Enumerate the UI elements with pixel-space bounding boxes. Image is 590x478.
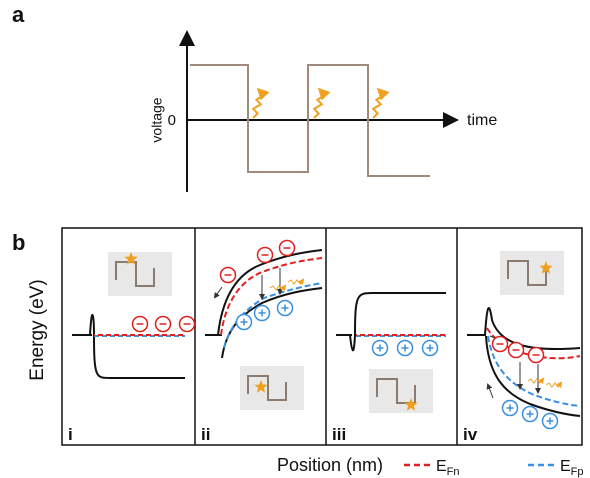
band-curve xyxy=(349,292,446,352)
band-curve xyxy=(485,335,581,417)
panel-label: b xyxy=(12,230,25,255)
inset xyxy=(369,369,433,413)
legend-sub: Fn xyxy=(447,466,460,478)
origin-label: 0 xyxy=(168,112,176,129)
fermi-level xyxy=(220,257,323,336)
legend-main: E xyxy=(560,458,571,475)
legend-label: EFn xyxy=(436,458,460,478)
star xyxy=(124,252,138,265)
photon xyxy=(287,278,305,285)
inset-wave xyxy=(507,260,547,286)
photon xyxy=(269,284,287,291)
photon xyxy=(251,87,270,119)
legend-label: EFp xyxy=(560,458,584,478)
legend-sub: Fp xyxy=(571,466,584,478)
frame xyxy=(61,227,583,446)
star xyxy=(254,380,268,393)
panel-label: a xyxy=(12,2,25,27)
inset xyxy=(240,366,304,410)
star xyxy=(539,261,553,274)
inset xyxy=(500,251,564,295)
photon xyxy=(527,377,545,384)
drift-arrow xyxy=(213,286,223,299)
fermi-level xyxy=(223,282,323,349)
photon xyxy=(312,87,331,119)
inset-wave xyxy=(247,375,287,401)
y-axis-label: voltage xyxy=(149,97,165,142)
star xyxy=(404,398,418,411)
inset-wave xyxy=(376,378,416,404)
panel-number: ii xyxy=(201,425,210,444)
photon xyxy=(545,381,563,388)
inset xyxy=(108,252,172,296)
photon xyxy=(371,87,390,119)
panel-number: iv xyxy=(463,425,478,444)
square-wave xyxy=(190,64,430,177)
panel-number: iii xyxy=(332,425,346,444)
drift-arrow xyxy=(486,383,494,399)
panel-number: i xyxy=(68,425,73,444)
x-axis-label: Position (nm) xyxy=(277,455,383,475)
inset-wave xyxy=(115,261,155,287)
legend-main: E xyxy=(436,458,447,475)
band-curve xyxy=(217,249,323,336)
band-curve xyxy=(484,307,581,351)
fermi-level xyxy=(487,335,581,407)
x-axis-label: time xyxy=(467,112,497,129)
y-axis-label: Energy (eV) xyxy=(27,279,48,380)
